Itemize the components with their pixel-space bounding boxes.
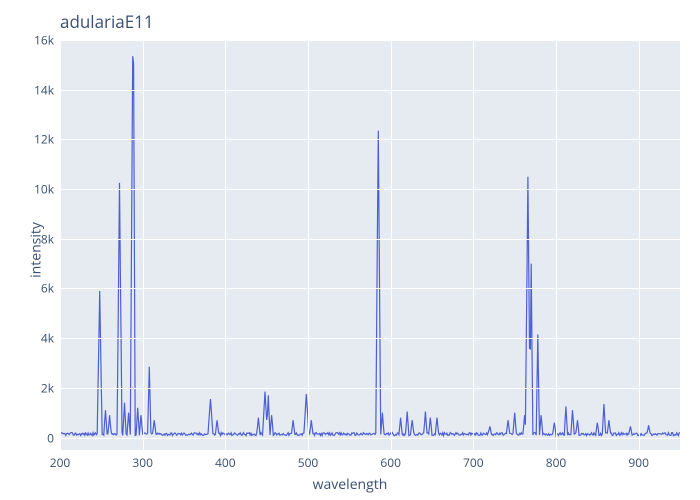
y-tick: 12k [34, 131, 60, 148]
chart-title: adulariaE11 [60, 10, 154, 33]
y-tick: 10k [34, 181, 60, 198]
y-tick: 4k [41, 330, 60, 347]
x-tick: 800 [546, 450, 567, 471]
y-tick: 0 [47, 429, 60, 446]
x-tick: 600 [380, 450, 401, 471]
x-tick: 900 [628, 450, 649, 471]
x-tick: 400 [215, 450, 236, 471]
y-tick: 6k [41, 280, 60, 297]
y-tick: 8k [41, 230, 60, 247]
y-tick: 2k [41, 379, 60, 396]
x-tick: 700 [463, 450, 484, 471]
x-axis-label: wavelength [313, 475, 388, 494]
x-tick: 500 [298, 450, 319, 471]
x-tick: 200 [50, 450, 71, 471]
spectrum-chart: adulariaE11 intensity wavelength 02k4k6k… [0, 0, 700, 500]
x-tick: 300 [132, 450, 153, 471]
plot-area[interactable]: 02k4k6k8k10k12k14k16k2003004005006007008… [60, 40, 680, 450]
y-tick: 14k [34, 81, 60, 98]
y-tick: 16k [34, 32, 60, 49]
